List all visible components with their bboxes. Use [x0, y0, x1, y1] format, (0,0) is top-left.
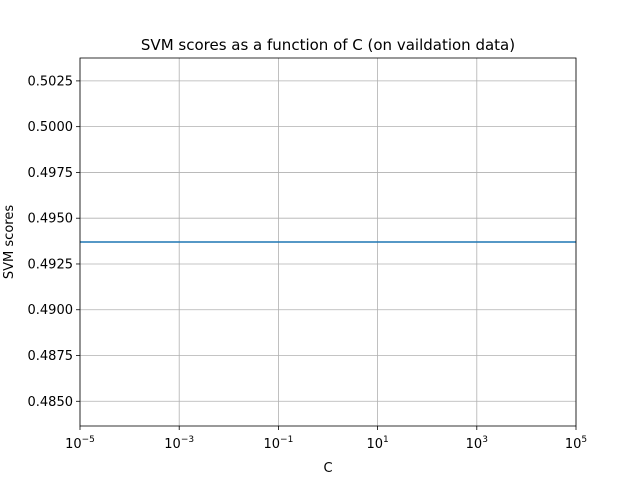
y-tick-label: 0.4975: [28, 166, 74, 181]
y-tick-label: 0.4925: [28, 257, 74, 272]
y-tick-label: 0.4950: [28, 212, 74, 227]
y-tick-label: 0.5025: [28, 74, 74, 89]
y-tick-label: 0.5000: [28, 120, 74, 135]
y-tick-label: 0.4850: [28, 395, 74, 410]
x-tick-label: 10−1: [263, 435, 293, 452]
tick-labels: 10−5 10−3 10−1 101 103 105 0.4850 0.4875 0.4900 0…: [28, 74, 588, 452]
x-tick-label: 10−5: [65, 435, 95, 452]
x-tick-label: 103: [466, 435, 488, 452]
x-axis-label: C: [323, 461, 332, 476]
y-axis-label: SVM scores: [2, 205, 17, 279]
x-tick-label: 105: [565, 435, 587, 452]
axes: [76, 57, 577, 430]
x-tick-label: 101: [366, 435, 388, 452]
plot-frame: [79, 57, 577, 427]
y-tick-label: 0.4875: [28, 349, 74, 364]
chart-title: SVM scores as a function of C (on vailda…: [141, 36, 515, 54]
y-tick-label: 0.4900: [28, 303, 74, 318]
x-tick-label: 10−3: [164, 435, 194, 452]
